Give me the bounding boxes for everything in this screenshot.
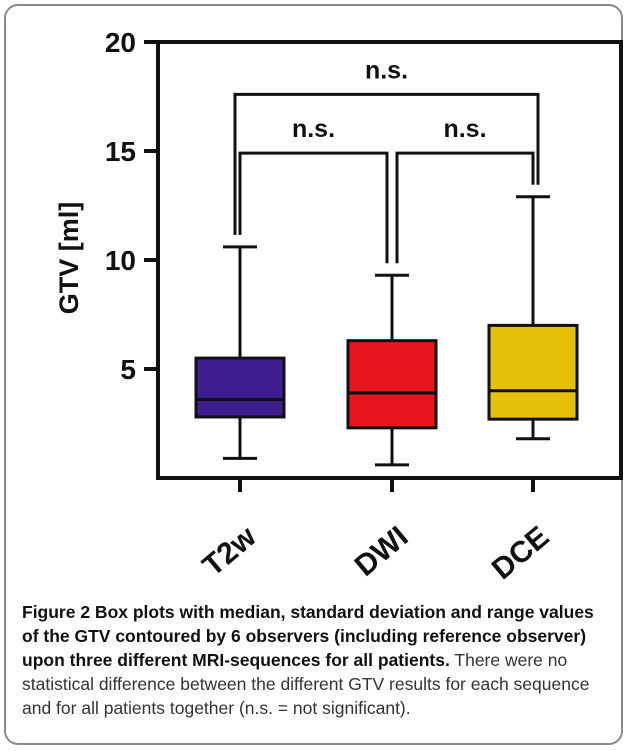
y-tick-label: 20 <box>105 27 136 58</box>
significance-label: n.s. <box>365 56 408 84</box>
significance-bracket <box>233 92 540 235</box>
significance-label: n.s. <box>292 115 335 143</box>
x-tick-label: DCE <box>486 520 556 586</box>
y-tick-label: 5 <box>120 354 136 385</box>
figure-caption: Figure 2 Box plots with median, standard… <box>22 600 612 720</box>
significance-bracket <box>238 151 389 264</box>
box-T2w <box>194 356 286 419</box>
caption-title: Figure 2 Box plots with median, standard… <box>22 602 594 670</box>
caption-body: There were no statistical difference bet… <box>22 650 590 718</box>
significance-bracket <box>395 151 535 264</box>
box-DWI <box>346 339 438 430</box>
y-tick-label: 15 <box>105 136 136 167</box>
box-plot-chart: 5 10 15 20 T2w DWI DCE n.s. n.s. n.s. GTV [ml] <box>54 27 623 586</box>
x-tick-label: T2w <box>197 520 263 583</box>
significance-label: n.s. <box>443 115 486 143</box>
x-tick-label: DWI <box>349 520 415 583</box>
y-axis-label: GTV [ml] <box>54 202 84 315</box>
box-DCE <box>487 323 579 421</box>
y-tick-label: 10 <box>105 245 136 276</box>
